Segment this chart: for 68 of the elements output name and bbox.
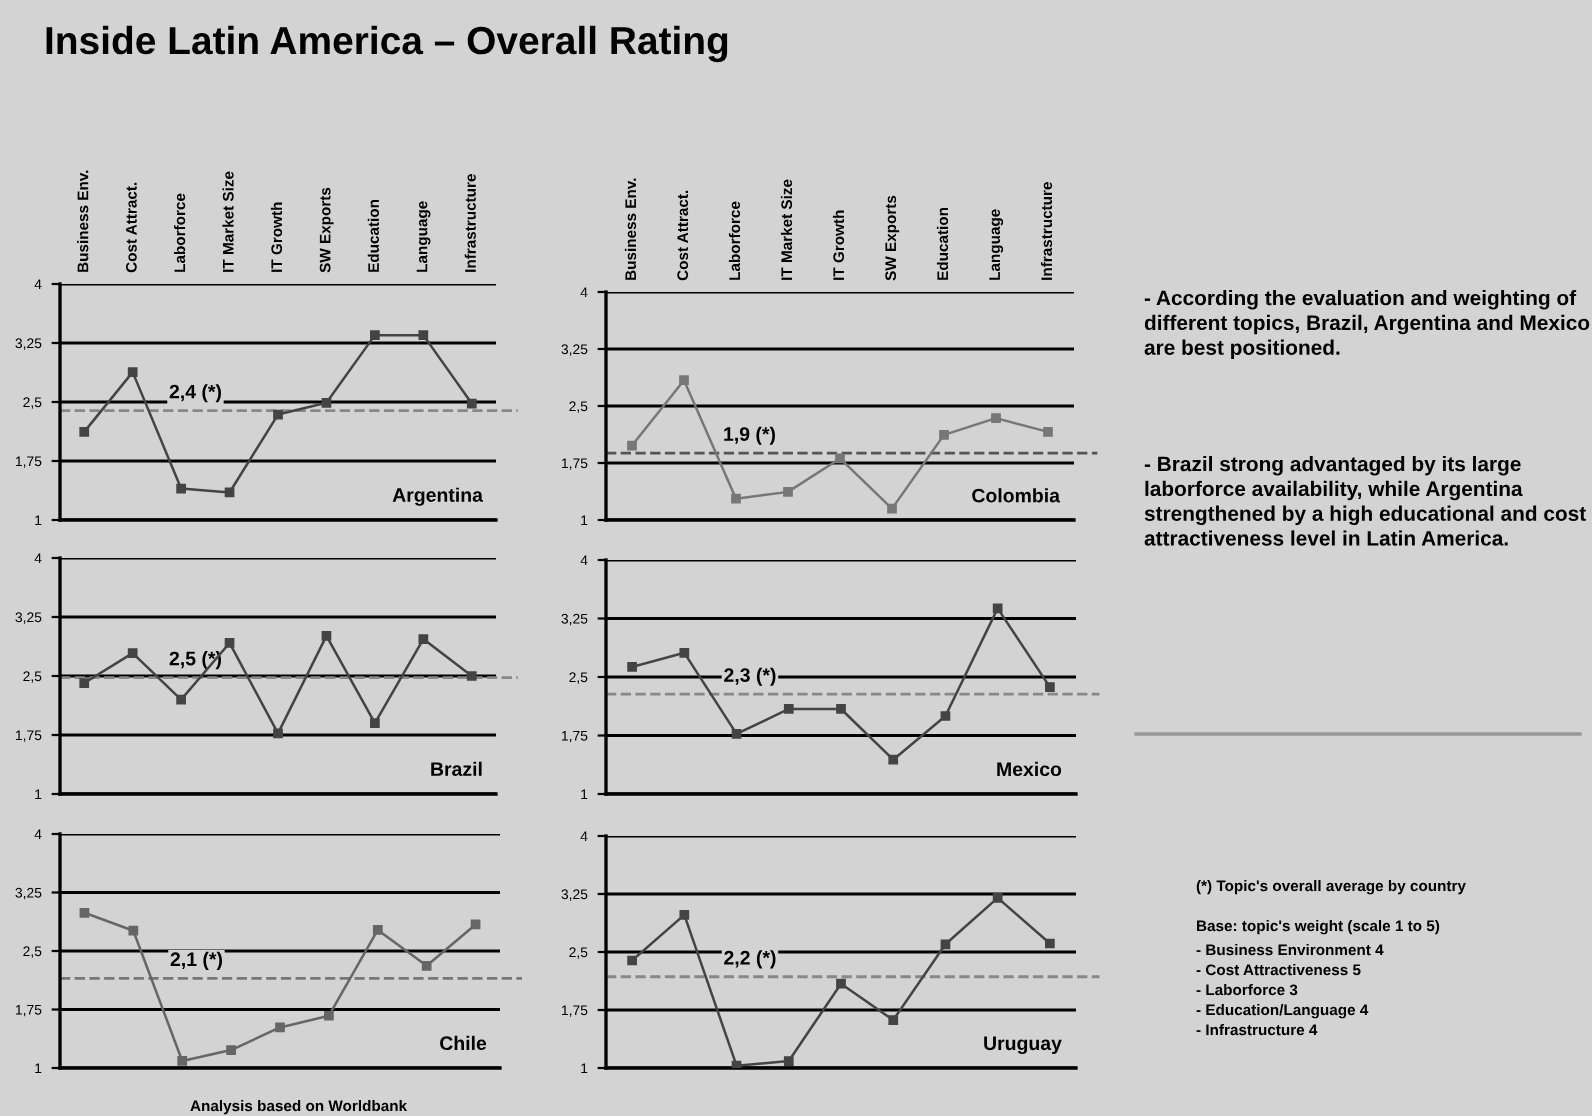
ref-line-label: 1,9 (*) [724, 426, 775, 445]
point [466, 398, 477, 409]
point [1045, 682, 1055, 692]
point [273, 409, 283, 420]
text: - Brazil strong advantaged by its large laborforce availability, while Argentina strengthened by a high educational and cost attractiveness level in Latin America. [1144, 456, 1586, 546]
point [372, 925, 383, 935]
point [991, 413, 1001, 424]
point [679, 647, 690, 658]
point [127, 367, 138, 377]
point [783, 487, 793, 497]
point [273, 728, 283, 739]
point [275, 1022, 285, 1033]
point [224, 638, 235, 648]
text: Brazil [431, 761, 482, 776]
text: Mexico [997, 761, 1062, 777]
text: Colombia [972, 488, 1061, 503]
text: Uruguay [984, 1036, 1062, 1055]
point [679, 375, 689, 386]
point [79, 678, 90, 688]
point [731, 1060, 742, 1068]
point [127, 648, 138, 659]
point [939, 430, 949, 440]
point [418, 634, 429, 644]
ref-line-label: 2,1 (*) [170, 951, 222, 970]
point [1045, 938, 1055, 949]
point [370, 718, 380, 729]
point [731, 729, 742, 739]
point [321, 631, 332, 641]
point [627, 955, 637, 966]
point [1043, 426, 1053, 437]
point [176, 694, 186, 705]
ref-line-label: 2,3 (*) [724, 667, 776, 686]
point [226, 1045, 236, 1055]
point [940, 939, 951, 950]
text: - According the evaluation and weighting of different topics, Brazil, Argentina and Mexico are best positioned. [1144, 290, 1590, 360]
text: Argentina [392, 487, 484, 506]
point [470, 919, 481, 930]
point [224, 487, 235, 498]
point [128, 925, 139, 936]
point [783, 1056, 794, 1066]
ref-line-label: 2,2 (*) [724, 950, 776, 969]
point [627, 662, 637, 672]
point [421, 960, 432, 971]
text: Chile [440, 1035, 487, 1051]
point [783, 704, 794, 714]
point [177, 1056, 188, 1066]
point [418, 330, 429, 340]
point [835, 453, 845, 464]
point [321, 397, 332, 408]
point [679, 910, 690, 920]
point [627, 440, 637, 451]
point [466, 671, 477, 681]
point [887, 503, 897, 514]
point [836, 704, 846, 714]
ref-line-label: 2,4 (*) [169, 384, 221, 403]
point [888, 754, 899, 765]
text: Inside Latin America – Overall Rating [46, 25, 728, 63]
point [888, 1015, 899, 1025]
point [370, 330, 380, 340]
point [836, 978, 846, 989]
point [992, 893, 1003, 903]
point [79, 427, 90, 437]
point [324, 1010, 334, 1021]
point [176, 483, 186, 494]
point [79, 907, 90, 918]
point [731, 493, 741, 504]
point [940, 711, 951, 721]
point [992, 603, 1003, 614]
